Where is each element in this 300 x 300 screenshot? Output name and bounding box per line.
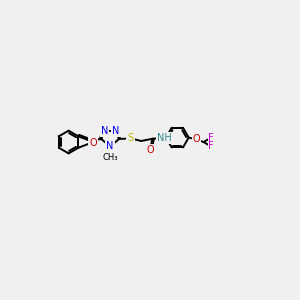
Text: CH₃: CH₃ bbox=[102, 153, 118, 162]
Text: F: F bbox=[208, 142, 214, 152]
Text: N: N bbox=[112, 126, 119, 136]
Text: NH: NH bbox=[157, 133, 172, 142]
Text: S: S bbox=[128, 133, 134, 143]
Text: N: N bbox=[106, 141, 114, 152]
Text: F: F bbox=[208, 133, 214, 142]
Text: O: O bbox=[146, 145, 154, 155]
Text: N: N bbox=[101, 126, 108, 136]
Text: O: O bbox=[89, 138, 97, 148]
Text: O: O bbox=[193, 134, 200, 144]
